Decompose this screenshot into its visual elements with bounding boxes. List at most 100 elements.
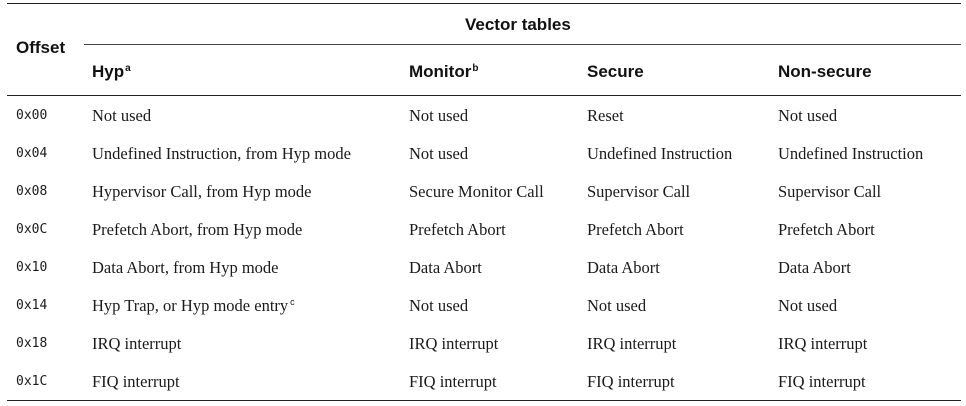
secure-cell: Not used bbox=[587, 296, 646, 316]
hyp-header-label: Hyp bbox=[92, 62, 125, 81]
secure-cell-text: IRQ interrupt bbox=[587, 334, 677, 353]
secure-cell: FIQ interrupt bbox=[587, 372, 675, 392]
table-row: 0x0C Prefetch Abort, from Hyp mode Prefetc… bbox=[0, 210, 966, 248]
offset-column-header: Offset bbox=[16, 38, 66, 57]
table-bottom-rule bbox=[7, 400, 961, 401]
table-row: 0x10 Data Abort, from Hyp mode Data Abort D… bbox=[0, 248, 966, 286]
monitor-footnote-marker: b bbox=[472, 63, 479, 74]
nonsecure-cell-text: Prefetch Abort bbox=[778, 220, 875, 239]
hyp-cell: Prefetch Abort, from Hyp mode bbox=[92, 220, 302, 240]
nonsecure-cell: Data Abort bbox=[778, 258, 851, 278]
hyp-cell-text: Not used bbox=[92, 106, 152, 125]
vector-tables-span-rule bbox=[84, 44, 961, 45]
secure-cell-text: Prefetch Abort bbox=[587, 220, 684, 239]
secure-cell: Supervisor Call bbox=[587, 182, 690, 202]
monitor-column-header: Monitorb bbox=[409, 62, 478, 82]
hyp-cell-text: Data Abort, from Hyp mode bbox=[92, 258, 279, 277]
offset-cell-text: 0x18 bbox=[16, 336, 48, 351]
monitor-cell-text: Data Abort bbox=[409, 258, 482, 277]
secure-cell-text: FIQ interrupt bbox=[587, 372, 675, 391]
offset-cell-text: 0x14 bbox=[16, 298, 48, 313]
monitor-header-label: Monitor bbox=[409, 62, 472, 81]
nonsecure-cell: Supervisor Call bbox=[778, 182, 881, 202]
nonsecure-cell: Not used bbox=[778, 296, 837, 316]
hyp-cell: Hyp Trap, or Hyp mode entry c bbox=[92, 296, 295, 316]
hyp-cell: Data Abort, from Hyp mode bbox=[92, 258, 279, 278]
monitor-cell: Prefetch Abort bbox=[409, 220, 506, 240]
offset-cell: 0x04 bbox=[16, 146, 47, 161]
hyp-cell-text: Hypervisor Call, from Hyp mode bbox=[92, 182, 312, 201]
nonsecure-cell: Not used bbox=[778, 106, 837, 126]
hyp-cell: Hypervisor Call, from Hyp mode bbox=[92, 182, 312, 202]
monitor-cell: FIQ interrupt bbox=[409, 372, 497, 392]
secure-column-header: Secure bbox=[587, 62, 644, 82]
hyp-cell-text: Undefined Instruction, from Hyp mode bbox=[92, 144, 351, 163]
nonsecure-cell-text: Not used bbox=[778, 296, 838, 315]
secure-cell-text: Not used bbox=[587, 296, 647, 315]
offset-cell: 0x14 bbox=[16, 298, 47, 313]
offset-cell-text: 0x08 bbox=[16, 184, 48, 199]
secure-cell-text: Reset bbox=[587, 106, 624, 125]
monitor-cell: Not used bbox=[409, 296, 468, 316]
offset-cell: 0x0C bbox=[16, 222, 47, 237]
offset-cell: 0x08 bbox=[16, 184, 47, 199]
offset-cell: 0x00 bbox=[16, 108, 47, 123]
table-row: 0x00 Not used Not used Reset Not used bbox=[0, 96, 966, 134]
hyp-cell: Undefined Instruction, from Hyp mode bbox=[92, 144, 351, 164]
monitor-cell-text: Not used bbox=[409, 296, 469, 315]
hyp-footnote-marker: a bbox=[125, 63, 131, 74]
secure-cell: Undefined Instruction bbox=[587, 144, 732, 164]
vector-tables-heading: Vector tables bbox=[465, 15, 571, 34]
offset-cell-text: 0x04 bbox=[16, 146, 48, 161]
table-row: 0x04 Undefined Instruction, from Hyp mode… bbox=[0, 134, 966, 172]
secure-header-label: Secure bbox=[587, 62, 644, 81]
offset-cell: 0x1C bbox=[16, 374, 47, 389]
nonsecure-cell-text: IRQ interrupt bbox=[778, 334, 868, 353]
monitor-cell-text: FIQ interrupt bbox=[409, 372, 497, 391]
secure-cell: Data Abort bbox=[587, 258, 660, 278]
secure-cell-text: Supervisor Call bbox=[587, 182, 691, 201]
offset-cell: 0x18 bbox=[16, 336, 47, 351]
hyp-cell: FIQ interrupt bbox=[92, 372, 180, 392]
table-row: 0x14 Hyp Trap, or Hyp mode entry c Not used… bbox=[0, 286, 966, 324]
table-row: 0x1C FIQ interrupt FIQ interrupt FIQ interr… bbox=[0, 362, 966, 400]
monitor-cell: IRQ interrupt bbox=[409, 334, 498, 354]
hyp-cell-text: Hyp Trap, or Hyp mode entry bbox=[92, 296, 289, 315]
offset-cell-text: 0x00 bbox=[16, 108, 48, 123]
hyp-cell-text: Prefetch Abort, from Hyp mode bbox=[92, 220, 303, 239]
table-row: 0x18 IRQ interrupt IRQ interrupt IRQ interr… bbox=[0, 324, 966, 362]
monitor-cell: Not used bbox=[409, 106, 468, 126]
nonsecure-cell: FIQ interrupt bbox=[778, 372, 866, 392]
nonsecure-cell-text: Data Abort bbox=[778, 258, 851, 277]
secure-cell-text: Undefined Instruction bbox=[587, 144, 733, 163]
table-row: 0x08 Hypervisor Call, from Hyp mode Secure… bbox=[0, 172, 966, 210]
nonsecure-cell: IRQ interrupt bbox=[778, 334, 867, 354]
hyp-cell: IRQ interrupt bbox=[92, 334, 181, 354]
nonsecure-cell-text: FIQ interrupt bbox=[778, 372, 866, 391]
monitor-cell: Data Abort bbox=[409, 258, 482, 278]
table-top-rule bbox=[7, 3, 961, 4]
nonsecure-cell-text: Not used bbox=[778, 106, 838, 125]
monitor-cell-text: Prefetch Abort bbox=[409, 220, 506, 239]
offset-cell-text: 0x1C bbox=[16, 374, 48, 389]
hyp-cell-text: FIQ interrupt bbox=[92, 372, 180, 391]
nonsecure-cell: Prefetch Abort bbox=[778, 220, 875, 240]
monitor-cell-text: IRQ interrupt bbox=[409, 334, 499, 353]
nonsecure-column-header: Non-secure bbox=[778, 62, 872, 82]
monitor-cell-text: Secure Monitor Call bbox=[409, 182, 544, 201]
secure-cell: IRQ interrupt bbox=[587, 334, 676, 354]
secure-cell: Prefetch Abort bbox=[587, 220, 684, 240]
offset-cell-text: 0x10 bbox=[16, 260, 48, 275]
nonsecure-header-label: Non-secure bbox=[778, 62, 872, 81]
monitor-cell: Not used bbox=[409, 144, 468, 164]
hyp-cell-footnote-marker: c bbox=[290, 297, 295, 307]
offset-cell: 0x10 bbox=[16, 260, 47, 275]
nonsecure-cell: Undefined Instruction bbox=[778, 144, 923, 164]
monitor-cell-text: Not used bbox=[409, 106, 469, 125]
hyp-cell-text: IRQ interrupt bbox=[92, 334, 182, 353]
header-bottom-rule bbox=[7, 95, 961, 96]
monitor-cell-text: Not used bbox=[409, 144, 469, 163]
hyp-column-header: Hypa bbox=[92, 62, 131, 82]
offset-cell-text: 0x0C bbox=[16, 222, 48, 237]
